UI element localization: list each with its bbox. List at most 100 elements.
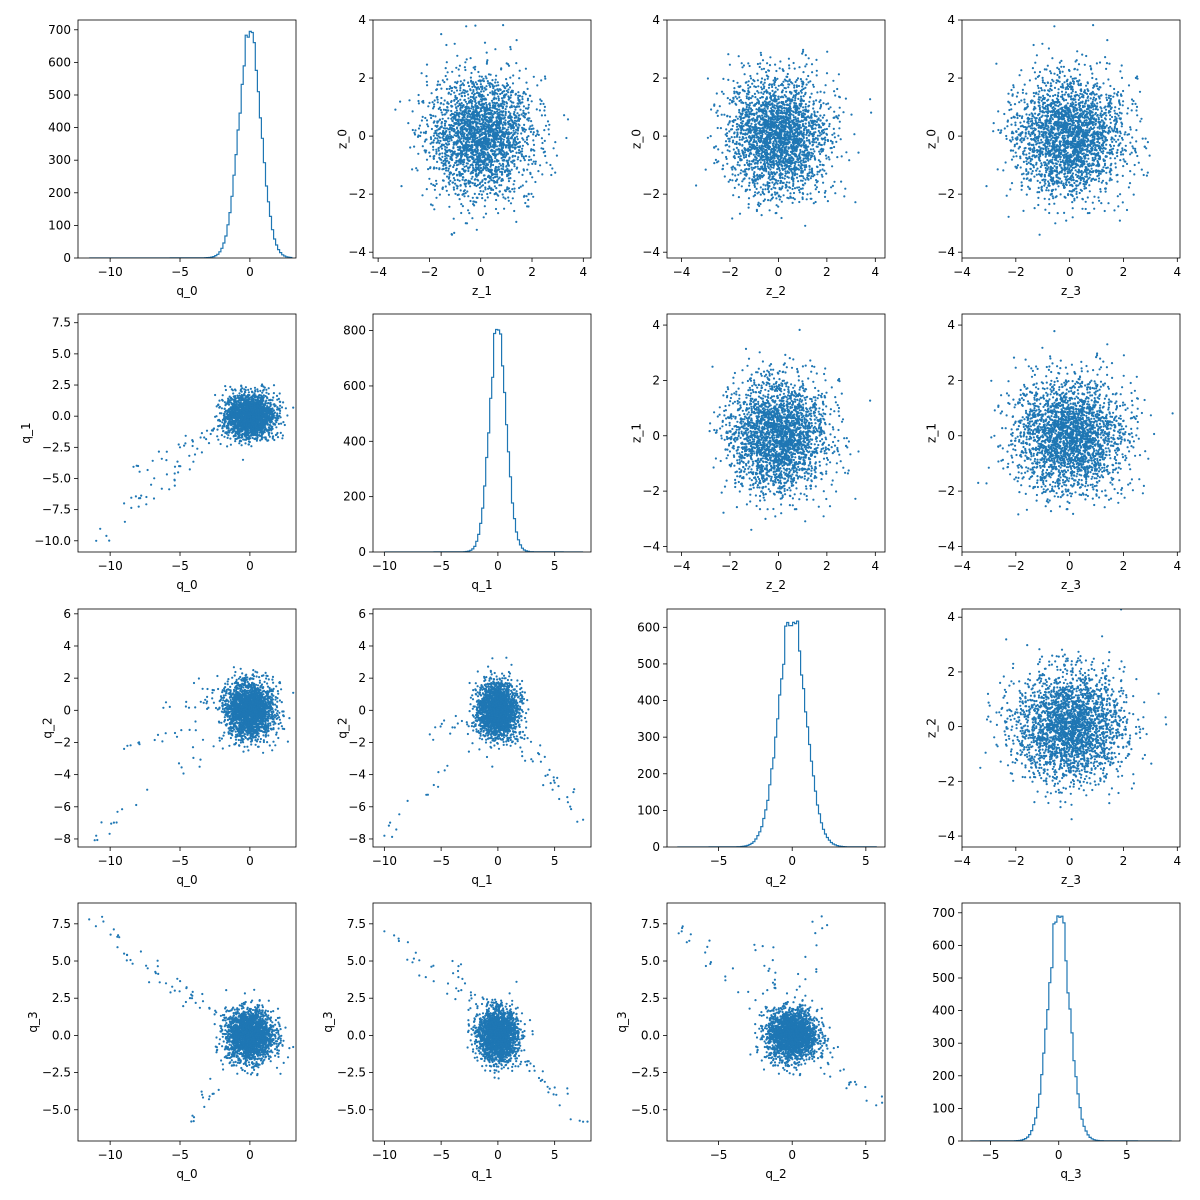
scatter-point: [495, 84, 498, 87]
scatter-point: [462, 192, 465, 195]
scatter-point: [829, 106, 832, 109]
scatter-point: [774, 94, 777, 97]
scatter-point: [544, 154, 547, 158]
scatter-point: [515, 116, 518, 119]
scatter-point: [458, 198, 461, 201]
scatter-point: [477, 139, 480, 142]
scatter-point: [481, 85, 484, 88]
scatter-point: [428, 151, 431, 154]
scatter-point: [438, 127, 441, 131]
scatter-point: [835, 140, 838, 143]
scatter-point: [720, 90, 724, 93]
scatter-point: [740, 169, 743, 172]
scatter-point: [497, 165, 500, 168]
scatter-point: [473, 127, 476, 130]
scatter-point: [496, 179, 499, 182]
scatter-point: [498, 162, 501, 165]
scatter-point: [844, 187, 847, 190]
scatter-point: [475, 163, 478, 166]
scatter-point: [436, 160, 439, 163]
scatter-point: [497, 99, 500, 102]
scatter-point: [455, 127, 459, 130]
scatter-point: [738, 212, 742, 215]
x-tick-label: −2: [421, 265, 439, 279]
scatter-point: [493, 110, 496, 114]
scatter-point: [490, 187, 493, 190]
scatter-point: [743, 156, 746, 159]
scatter-point: [474, 137, 477, 140]
scatter-point: [453, 164, 456, 167]
scatter-point: [792, 96, 795, 99]
scatter-point: [528, 117, 531, 120]
scatter-point: [469, 113, 472, 116]
scatter-point: [809, 158, 812, 161]
scatter-point: [453, 150, 456, 153]
scatter-point: [741, 138, 744, 141]
scatter-point: [763, 198, 767, 201]
scatter-point: [473, 68, 477, 71]
scatter-point: [755, 130, 758, 133]
scatter-point: [455, 184, 458, 187]
scatter-point: [483, 161, 486, 164]
scatter-point: [502, 24, 505, 27]
scatter-point: [521, 129, 525, 132]
scatter-point: [496, 133, 500, 136]
scatter-point: [453, 91, 456, 94]
scatter-point: [510, 168, 513, 171]
scatter-point: [772, 144, 775, 147]
scatter-point: [775, 69, 778, 73]
scatter-point: [470, 148, 474, 151]
scatter-point: [790, 169, 793, 173]
scatter-point: [764, 184, 767, 187]
scatter-point: [487, 163, 490, 166]
scatter-point: [507, 88, 510, 91]
scatter-point: [445, 154, 449, 157]
scatter-point: [778, 127, 781, 130]
scatter-point: [739, 121, 743, 124]
scatter-point: [540, 137, 544, 140]
scatter-point: [754, 155, 757, 158]
scatter-point: [446, 175, 449, 178]
scatter-point: [459, 106, 462, 109]
scatter-point: [518, 118, 521, 121]
scatter-point: [467, 85, 471, 88]
scatter-point: [483, 132, 486, 136]
scatter-point: [815, 186, 819, 189]
scatter-point: [472, 108, 475, 111]
scatter-point: [779, 83, 783, 87]
scatter-point: [812, 85, 815, 88]
scatter-point: [789, 156, 793, 160]
scatter-point: [786, 99, 789, 102]
scatter-point: [491, 152, 494, 156]
scatter-point: [790, 138, 793, 141]
scatter-point: [785, 90, 788, 93]
scatter-point: [520, 132, 523, 135]
scatter-point: [766, 181, 769, 184]
scatter-point: [513, 119, 517, 122]
scatter-point: [523, 115, 526, 118]
scatter-point: [819, 114, 822, 117]
scatter-point: [733, 131, 736, 134]
scatter-point: [508, 141, 511, 144]
scatter-point: [814, 184, 817, 187]
scatter-point: [510, 136, 513, 140]
scatter-point: [802, 48, 805, 52]
scatter-point: [482, 162, 485, 166]
scatter-point: [807, 81, 810, 84]
scatter-point: [777, 179, 780, 182]
scatter-point: [824, 84, 827, 87]
scatter-point: [471, 144, 474, 147]
scatter-point: [768, 209, 771, 212]
scatter-point: [803, 168, 807, 171]
scatter-point: [759, 81, 763, 84]
scatter-point: [775, 104, 778, 107]
scatter-point: [520, 153, 523, 156]
scatter-point: [516, 158, 519, 161]
scatter-point: [802, 99, 805, 102]
scatter-point: [794, 80, 797, 83]
scatter-point: [794, 131, 798, 134]
scatter-point: [494, 89, 497, 92]
scatter-point: [752, 172, 756, 176]
scatter-point: [501, 156, 505, 159]
scatter-point: [512, 112, 516, 115]
